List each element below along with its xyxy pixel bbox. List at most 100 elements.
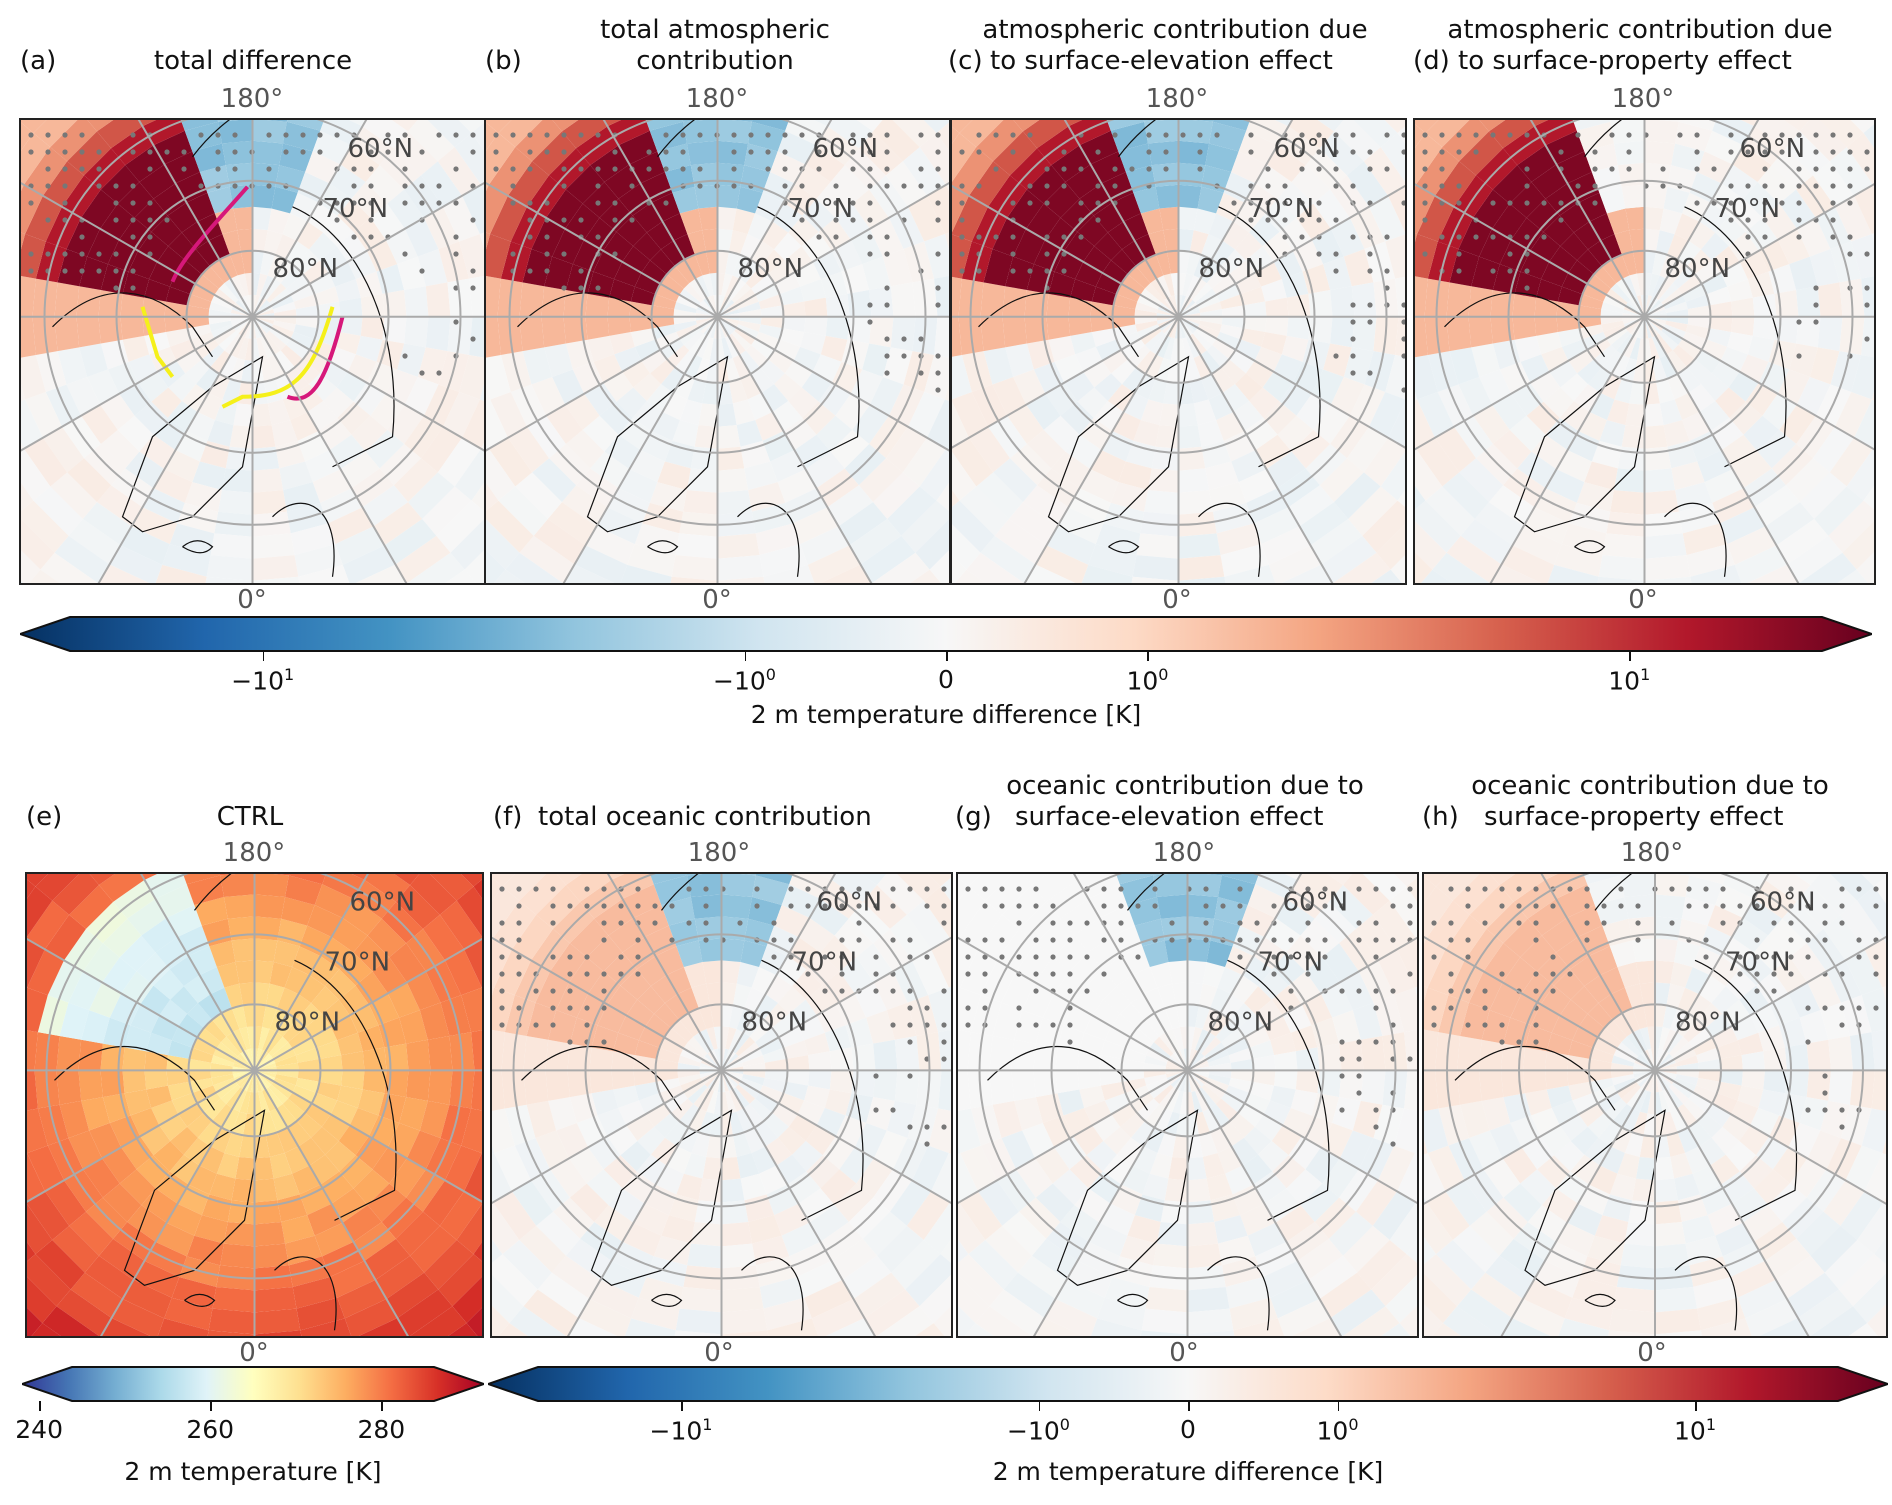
field-cell xyxy=(744,1194,775,1223)
stipple-dot xyxy=(935,353,941,359)
field-cell xyxy=(1492,264,1521,294)
field-cell xyxy=(486,122,499,151)
stipple-dot xyxy=(663,166,669,172)
field-cell xyxy=(1712,120,1755,146)
field-cell xyxy=(175,172,208,203)
field-cell xyxy=(952,437,994,487)
field-cell xyxy=(1625,206,1645,231)
field-cell xyxy=(214,327,236,346)
field-cell xyxy=(1022,120,1069,149)
stipple-dot xyxy=(1813,149,1819,155)
field-cell xyxy=(1116,283,1141,302)
field-cell xyxy=(40,552,98,583)
field-cell xyxy=(774,272,801,295)
field-cell xyxy=(552,901,595,944)
field-cell xyxy=(641,260,667,284)
stipple-dot xyxy=(419,370,425,376)
field-cell xyxy=(448,1323,478,1336)
field-cell xyxy=(1110,121,1148,152)
field-cell xyxy=(928,874,951,887)
field-cell xyxy=(1219,294,1244,310)
field-cell xyxy=(717,425,741,449)
field-cell xyxy=(331,917,368,953)
field-cell xyxy=(1333,552,1391,583)
field-cell xyxy=(1417,392,1454,438)
stipple-dot xyxy=(799,132,805,138)
stipple-dot xyxy=(130,132,136,138)
field-cell xyxy=(486,354,511,400)
field-cell xyxy=(1685,294,1710,310)
field-cell xyxy=(687,1084,708,1105)
field-cell xyxy=(471,482,484,512)
stipple-dot xyxy=(1864,149,1870,155)
stipple-dot xyxy=(1316,149,1322,155)
stipple-dot xyxy=(1095,149,1101,155)
field-cell xyxy=(1601,301,1624,313)
field-cell xyxy=(1576,121,1614,152)
field-cell xyxy=(835,393,870,430)
field-cell xyxy=(314,286,340,306)
field-cell xyxy=(1629,273,1641,297)
field-cell xyxy=(679,1013,700,1037)
field-cell xyxy=(1178,184,1202,209)
field-cell xyxy=(1644,490,1679,515)
field-cell xyxy=(679,208,703,235)
stipple-dot xyxy=(45,251,51,257)
field-cell xyxy=(856,120,883,132)
field-cell xyxy=(968,426,1010,473)
stipple-dot xyxy=(527,200,533,206)
field-cell xyxy=(1167,360,1179,383)
field-cell xyxy=(1305,148,1348,190)
field-cell xyxy=(1263,401,1297,435)
field-cell xyxy=(1837,569,1868,583)
field-cell xyxy=(1492,339,1521,370)
field-cell xyxy=(768,349,794,374)
field-cell xyxy=(897,874,941,901)
field-cell xyxy=(254,1053,272,1071)
field-cell xyxy=(735,1084,756,1105)
field-cell xyxy=(858,131,903,176)
field-cell xyxy=(1229,349,1255,374)
field-cell xyxy=(273,320,296,332)
field-cell xyxy=(655,1070,679,1082)
field-cell xyxy=(252,272,261,296)
field-cell xyxy=(141,874,157,880)
field-cell xyxy=(445,569,476,583)
field-cell xyxy=(928,987,951,1033)
field-cell xyxy=(349,120,367,127)
field-cell xyxy=(1163,337,1175,361)
field-cell xyxy=(1471,343,1500,377)
stipple-dot xyxy=(1333,353,1339,359)
field-cell xyxy=(207,420,234,447)
field-cell xyxy=(706,1027,718,1050)
field-cell xyxy=(1083,360,1112,388)
stipple-dot xyxy=(527,166,533,172)
field-cell xyxy=(121,971,154,1005)
field-cell xyxy=(604,434,641,470)
stipple-dot xyxy=(867,166,873,172)
graticule xyxy=(1415,120,1874,583)
field-cell xyxy=(1672,345,1696,368)
field-cell xyxy=(683,1081,705,1099)
map-panel-d: 60°N 70°N 80°N xyxy=(1413,118,1876,585)
field-cell xyxy=(804,1085,830,1108)
field-cell xyxy=(1111,249,1137,275)
stipple-dot xyxy=(884,234,890,240)
field-cell xyxy=(195,367,220,393)
field-cell xyxy=(713,1026,722,1049)
field-cell xyxy=(873,1039,898,1071)
stipple-dot xyxy=(1010,234,1016,240)
field-cell xyxy=(269,288,291,306)
field-cell xyxy=(258,1091,270,1114)
stipple-dot xyxy=(697,183,703,189)
field-cell xyxy=(486,519,520,570)
stipple-dot xyxy=(1422,166,1428,172)
field-cell xyxy=(286,274,310,295)
field-cell xyxy=(254,894,286,919)
stipple-dot xyxy=(595,285,601,291)
field-cell xyxy=(704,1070,722,1088)
field-cell xyxy=(275,1055,298,1067)
field-cell xyxy=(1600,234,1622,260)
field-cell xyxy=(1517,451,1557,489)
stipple-dot xyxy=(935,285,941,291)
